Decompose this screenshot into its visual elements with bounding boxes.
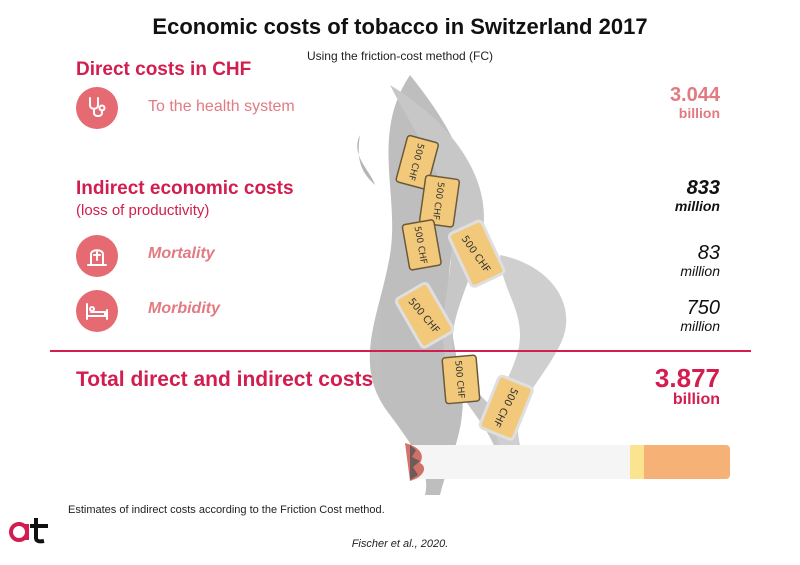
indirect-costs-unit: million bbox=[674, 198, 720, 214]
total-costs-unit: billion bbox=[672, 391, 720, 409]
footnote: Estimates of indirect costs according to… bbox=[68, 504, 385, 516]
mortality-value: 83 million bbox=[560, 243, 720, 279]
svg-text:500 CHF: 500 CHF bbox=[452, 360, 465, 399]
banknote: 500 CHF bbox=[441, 354, 481, 405]
total-costs-amount: 3.877 bbox=[654, 363, 720, 393]
divider bbox=[50, 350, 751, 352]
at-logo-icon bbox=[9, 518, 48, 544]
banknote: 500 CHF bbox=[401, 219, 442, 271]
banknote: 500 CHF bbox=[447, 219, 506, 288]
morbidity-unit: million bbox=[680, 318, 720, 334]
health-system-unit: billion bbox=[678, 105, 720, 121]
banknote: 500 CHF bbox=[478, 374, 534, 441]
cigarette bbox=[405, 443, 730, 481]
stethoscope-icon bbox=[76, 87, 118, 129]
hospital-bed-icon bbox=[76, 290, 118, 332]
health-system-value: 3.044 billion bbox=[560, 85, 720, 121]
indirect-costs-subheading: (loss of productivity) bbox=[76, 202, 210, 219]
mortality-unit: million bbox=[680, 263, 720, 279]
smoke-shape bbox=[357, 75, 567, 495]
banknote: 500 CHF bbox=[394, 281, 455, 349]
mortality-amount: 83 bbox=[697, 242, 720, 264]
health-system-amount: 3.044 bbox=[669, 84, 720, 106]
cigarette-smoke-illustration: 500 CHF 500 CHF 500 CHF 500 CHF 500 CHF … bbox=[357, 75, 730, 495]
indirect-costs-heading: Indirect economic costs bbox=[76, 178, 294, 199]
morbidity-value: 750 million bbox=[560, 298, 720, 334]
citation: Fischer et al., 2020. bbox=[351, 538, 449, 550]
banknote: 500 CHF bbox=[418, 174, 461, 228]
morbidity-label: Morbidity bbox=[148, 300, 220, 317]
logo bbox=[8, 512, 52, 551]
indirect-costs-value: 833 million bbox=[560, 178, 720, 214]
direct-costs-heading: Direct costs in CHF bbox=[76, 59, 252, 80]
morbidity-amount: 750 bbox=[686, 297, 720, 319]
total-costs-value: 3.877 billion bbox=[560, 363, 720, 409]
indirect-costs-amount: 833 bbox=[686, 177, 720, 199]
page-subtitle: Using the friction-cost method (FC) bbox=[306, 49, 494, 63]
mortality-label: Mortality bbox=[148, 245, 215, 262]
total-costs-label: Total direct and indirect costs bbox=[76, 368, 374, 391]
health-system-label: To the health system bbox=[148, 98, 295, 115]
page-title: Economic costs of tobacco in Switzerland… bbox=[152, 14, 648, 39]
grave-icon bbox=[76, 235, 118, 277]
